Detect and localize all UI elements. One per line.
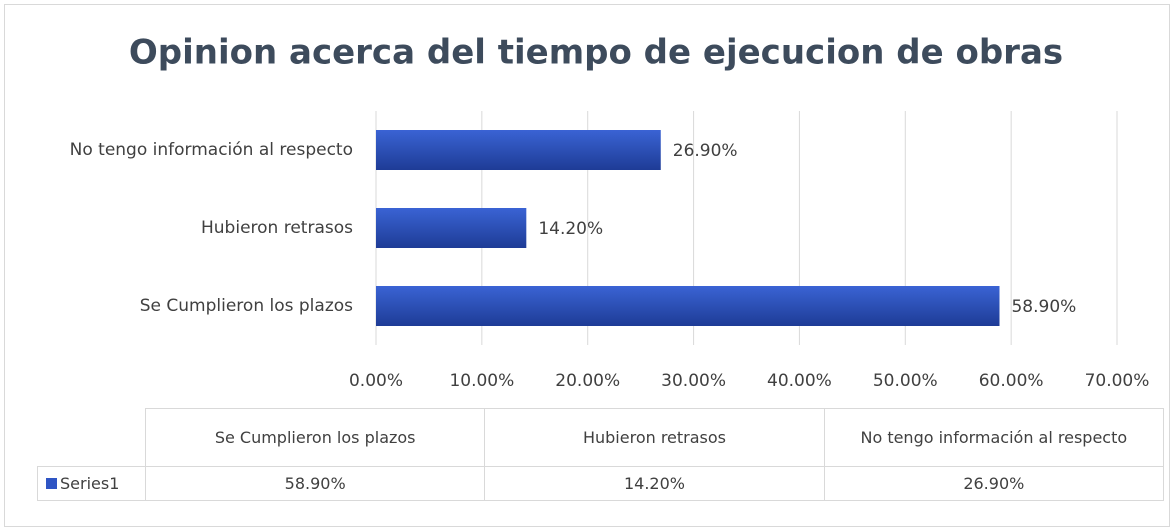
data-label: 26.90% [673,141,738,161]
table-header: No tengo información al respecto [823,408,1164,467]
table-header: Se Cumplieron los plazos [145,408,486,467]
x-tick-label: 70.00% [1085,371,1150,391]
bar [376,286,1000,326]
y-tick-label: No tengo información al respecto [70,140,353,160]
x-tick-label: 40.00% [767,371,832,391]
bar [376,208,527,248]
y-tick-label: Se Cumplieron los plazos [140,296,353,316]
table-value: 26.90% [823,466,1164,501]
table-header: Hubieron retrasos [484,408,825,467]
data-label: 14.20% [538,219,603,239]
chart-border [4,4,1170,527]
x-tick-label: 10.00% [449,371,514,391]
x-tick-label: 60.00% [979,371,1044,391]
data-label: 58.90% [1011,297,1076,317]
x-tick-label: 30.00% [661,371,726,391]
table-value: 58.90% [145,466,486,501]
table-value: 14.20% [484,466,825,501]
x-tick-label: 0.00% [349,371,403,391]
bar [376,130,661,170]
legend-swatch [46,478,57,489]
legend-label: Series1 [60,473,120,493]
y-tick-label: Hubieron retrasos [201,218,353,238]
table-legend: Series1 [37,466,146,501]
x-tick-label: 20.00% [555,371,620,391]
chart-title: Opinion acerca del tiempo de ejecucion d… [129,33,1063,73]
x-tick-label: 50.00% [873,371,938,391]
